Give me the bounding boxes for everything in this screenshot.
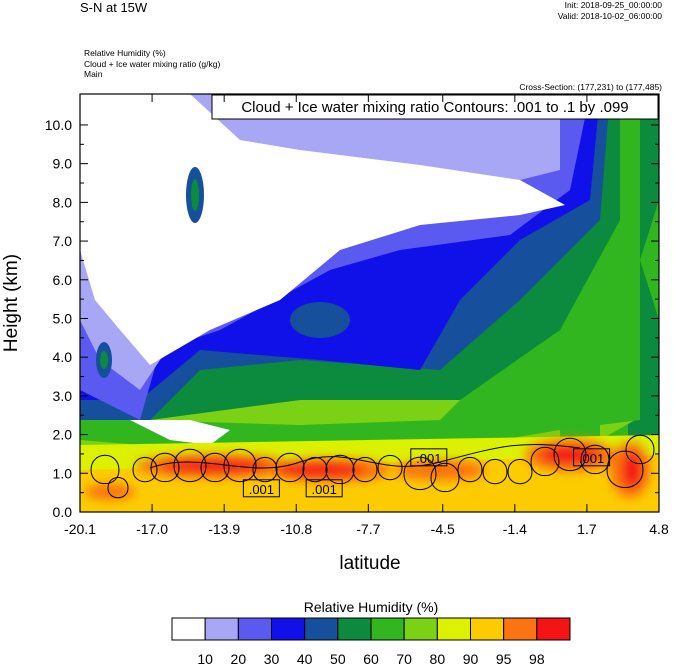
colorbar-swatch	[337, 617, 372, 641]
contour-labels: .001 .001 .001 .001	[242, 448, 611, 498]
colorbar-swatch	[204, 617, 239, 641]
colorbar-swatch	[237, 617, 272, 641]
y-tick-label: 8.0	[53, 194, 73, 210]
colorbar-swatch	[503, 617, 538, 641]
var-cloud: Cloud + Ice water mixing ratio (g/kg)	[84, 58, 221, 69]
colorbar-level: 20	[231, 651, 247, 667]
colorbar: 10 20 30 40 50 60 70 80 90 95 98	[171, 617, 571, 667]
y-tick-label: 1.0	[53, 465, 73, 481]
contour-line	[90, 454, 120, 484]
colorbar-swatch	[403, 617, 438, 641]
contour-line	[275, 452, 305, 482]
y-tick-label: 10.0	[45, 117, 72, 133]
colorbar-swatch	[271, 617, 306, 641]
y-axis: 0.0 1.0 2.0 3.0 4.0 5.0 6.0 7.0 8.0 9.0 10.0	[45, 117, 659, 520]
variable-list: Relative Humidity (%) Cloud + Ice water …	[84, 48, 220, 80]
contour-label-box	[242, 479, 280, 498]
x-axis-label: latitude	[339, 553, 400, 574]
plot-frame	[79, 93, 660, 513]
colorbar-swatch	[436, 617, 472, 641]
contour-line	[223, 448, 257, 482]
contour-label-box	[305, 479, 343, 498]
x-tick-label: 1.7	[577, 521, 597, 537]
colorbar-level: 10	[197, 651, 213, 667]
x-tick-label: 4.8	[649, 521, 669, 537]
contour-line	[482, 458, 508, 485]
contour-line	[377, 454, 403, 481]
colorbar-level: 60	[363, 651, 379, 667]
y-axis-label: Height (km)	[1, 254, 22, 352]
x-tick-label: -20.1	[64, 521, 96, 537]
contour-line	[200, 452, 230, 482]
contour-label: .001	[416, 451, 441, 466]
x-tick-label: -17.0	[136, 521, 168, 537]
x-tick-label: -13.9	[208, 521, 240, 537]
contour-line	[553, 437, 587, 471]
x-tick-label: -7.7	[356, 521, 380, 537]
contour-title: Cloud + Ice water mixing ratio Contours:…	[241, 99, 628, 116]
contour-line	[149, 444, 581, 469]
colorbar-swatch	[304, 617, 339, 641]
contour-line	[507, 458, 533, 485]
contour-line	[457, 456, 483, 483]
colorbar-level: 70	[396, 651, 412, 667]
contour-label: .001	[579, 451, 604, 466]
x-tick-label: -4.5	[431, 521, 455, 537]
y-tick-label: 5.0	[53, 310, 73, 326]
contour-label: .001	[249, 482, 274, 497]
colorbar-level: 95	[496, 651, 512, 667]
colorbar-title: Relative Humidity (%)	[304, 599, 439, 615]
y-tick-label: 7.0	[53, 233, 73, 249]
cross-section-label: Cross-Section: (177,231) to (177,485)	[519, 82, 662, 92]
contour-label-box	[410, 448, 448, 467]
colorbar-level: 90	[463, 651, 479, 667]
x-axis: -20.1 -17.0 -13.9 -10.8 -7.7 -4.5 -1.4 1.7 4.8	[64, 94, 669, 537]
contour-line	[173, 448, 207, 482]
contour-line	[150, 452, 180, 482]
y-tick-label: 4.0	[53, 349, 73, 365]
y-tick-label: 3.0	[53, 388, 73, 404]
humidity-field	[80, 94, 659, 512]
time-info: Init: 2018-09-25_00:00:00 Valid: 2018-10…	[558, 0, 662, 22]
colorbar-swatch	[536, 617, 571, 641]
contour-line	[530, 446, 560, 476]
colorbar-level: 30	[264, 651, 280, 667]
var-main: Main	[84, 69, 103, 79]
y-tick-label: 9.0	[53, 156, 73, 172]
x-tick-label: -10.8	[280, 521, 312, 537]
colorbar-level: 40	[297, 651, 313, 667]
y-tick-label: 0.0	[53, 504, 73, 520]
contour-title-box	[211, 94, 659, 120]
colorbar-swatch	[370, 617, 405, 641]
contour-line	[625, 434, 655, 464]
plot-title: S-N at 15W	[80, 0, 148, 15]
colorbar-swatch	[171, 617, 206, 641]
var-rh: Relative Humidity (%)	[84, 48, 166, 58]
valid-time: Valid: 2018-10-02_06:00:00	[557, 11, 662, 21]
contour-line	[107, 477, 129, 499]
y-tick-label: 6.0	[53, 272, 73, 288]
colorbar-swatch	[470, 617, 505, 641]
x-tick-label: -1.4	[503, 521, 527, 537]
contour-label-box	[573, 448, 611, 467]
contour-line	[132, 456, 158, 483]
colorbar-level: 80	[430, 651, 446, 667]
init-time: Init: 2018-09-25_00:00:00	[564, 0, 662, 10]
colorbar-level: 50	[330, 651, 346, 667]
y-tick-label: 2.0	[53, 427, 73, 443]
contour-line	[325, 454, 355, 484]
contour-line	[606, 450, 644, 489]
contour-label: .001	[312, 482, 337, 497]
colorbar-level: 98	[529, 651, 545, 667]
